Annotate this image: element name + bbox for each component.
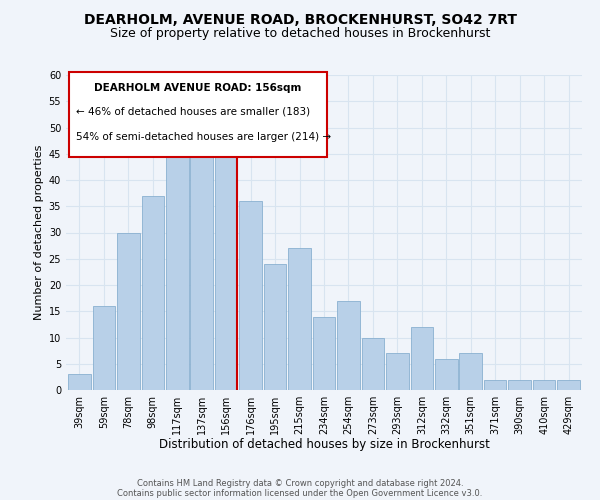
- Text: DEARHOLM, AVENUE ROAD, BROCKENHURST, SO42 7RT: DEARHOLM, AVENUE ROAD, BROCKENHURST, SO4…: [83, 12, 517, 26]
- Bar: [288, 248, 311, 390]
- Bar: [533, 380, 556, 390]
- Bar: [508, 380, 531, 390]
- Text: Contains HM Land Registry data © Crown copyright and database right 2024.: Contains HM Land Registry data © Crown c…: [137, 478, 463, 488]
- Bar: [117, 232, 140, 390]
- Bar: [92, 306, 115, 390]
- X-axis label: Distribution of detached houses by size in Brockenhurst: Distribution of detached houses by size …: [158, 438, 490, 452]
- Text: Size of property relative to detached houses in Brockenhurst: Size of property relative to detached ho…: [110, 28, 490, 40]
- Bar: [215, 138, 238, 390]
- Text: 54% of semi-detached houses are larger (214) →: 54% of semi-detached houses are larger (…: [76, 132, 331, 141]
- Bar: [313, 316, 335, 390]
- Text: Contains public sector information licensed under the Open Government Licence v3: Contains public sector information licen…: [118, 488, 482, 498]
- Bar: [362, 338, 384, 390]
- Bar: [337, 300, 360, 390]
- Bar: [435, 358, 458, 390]
- Y-axis label: Number of detached properties: Number of detached properties: [34, 145, 44, 320]
- Bar: [239, 201, 262, 390]
- Text: ← 46% of detached houses are smaller (183): ← 46% of detached houses are smaller (18…: [76, 106, 310, 117]
- Bar: [190, 138, 213, 390]
- Bar: [142, 196, 164, 390]
- Bar: [484, 380, 506, 390]
- Bar: [410, 327, 433, 390]
- Bar: [386, 353, 409, 390]
- Bar: [557, 380, 580, 390]
- Text: DEARHOLM AVENUE ROAD: 156sqm: DEARHOLM AVENUE ROAD: 156sqm: [94, 83, 301, 93]
- Bar: [166, 128, 188, 390]
- Bar: [460, 353, 482, 390]
- Bar: [264, 264, 286, 390]
- Bar: [68, 374, 91, 390]
- FancyBboxPatch shape: [68, 72, 326, 157]
